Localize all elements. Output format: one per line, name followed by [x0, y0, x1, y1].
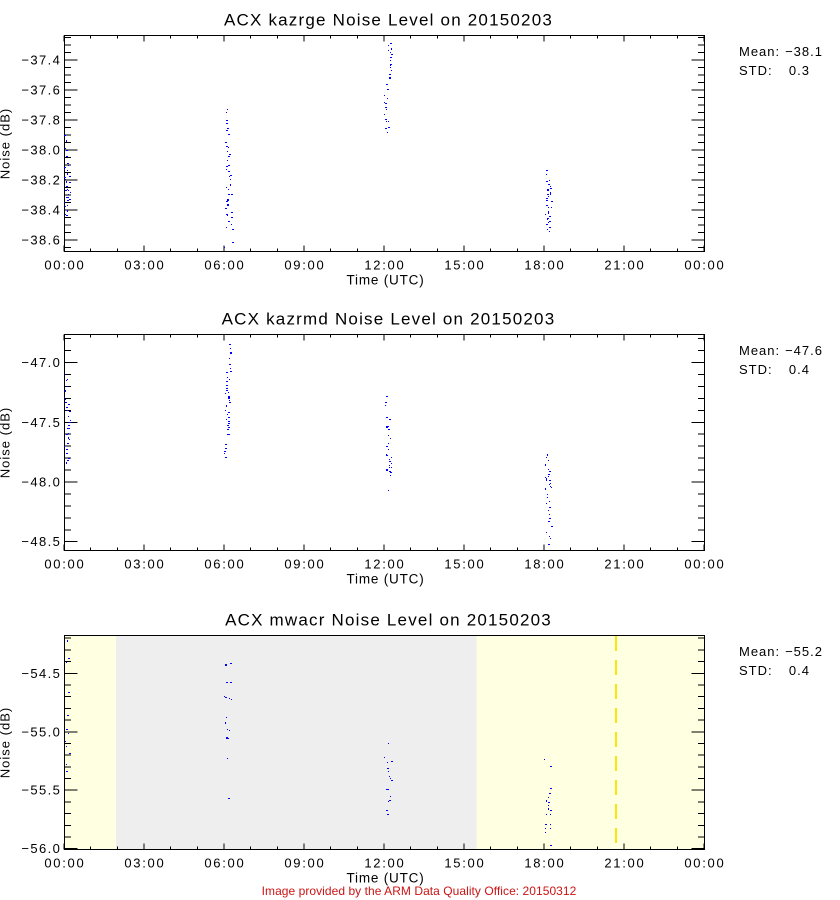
svg-text:12:00: 12:00	[364, 557, 405, 572]
svg-text:−47.0: −47.0	[21, 355, 61, 370]
svg-text:00:00: 00:00	[684, 856, 725, 871]
svg-text:21:00: 21:00	[604, 557, 645, 572]
svg-text:09:00: 09:00	[284, 856, 325, 871]
svg-text:Noise (dB): Noise (dB)	[0, 407, 13, 478]
svg-text:−38.6: −38.6	[21, 232, 61, 247]
svg-text:0.3: 0.3	[789, 63, 810, 78]
svg-text:00:00: 00:00	[44, 856, 85, 871]
svg-text:21:00: 21:00	[604, 856, 645, 871]
svg-text:−55.0: −55.0	[21, 724, 61, 739]
svg-text:06:00: 06:00	[204, 258, 245, 273]
svg-text:00:00: 00:00	[44, 557, 85, 572]
svg-text:06:00: 06:00	[204, 557, 245, 572]
svg-text:STD:: STD:	[739, 663, 773, 678]
svg-text:−38.0: −38.0	[21, 143, 61, 158]
svg-text:00:00: 00:00	[44, 258, 85, 273]
svg-text:−38.2: −38.2	[21, 173, 61, 188]
svg-text:18:00: 18:00	[524, 856, 565, 871]
svg-text:−38.4: −38.4	[21, 203, 61, 218]
svg-text:STD:: STD:	[739, 63, 773, 78]
svg-text:ACX mwacr Noise Level on 20150: ACX mwacr Noise Level on 20150203	[225, 611, 552, 630]
svg-text:06:00: 06:00	[204, 856, 245, 871]
svg-text:09:00: 09:00	[284, 557, 325, 572]
svg-text:Time (UTC): Time (UTC)	[347, 273, 425, 288]
svg-text:15:00: 15:00	[444, 258, 485, 273]
svg-text:15:00: 15:00	[444, 557, 485, 572]
svg-text:Noise (dB): Noise (dB)	[0, 707, 13, 778]
svg-text:STD:: STD:	[739, 362, 773, 377]
svg-text:−47.6: −47.6	[785, 343, 823, 358]
svg-text:−38.1: −38.1	[785, 44, 823, 59]
svg-text:18:00: 18:00	[524, 557, 565, 572]
svg-text:09:00: 09:00	[284, 258, 325, 273]
svg-text:00:00: 00:00	[684, 258, 725, 273]
svg-text:0.4: 0.4	[789, 362, 810, 377]
svg-text:Image provided by the ARM Data: Image provided by the ARM Data Quality O…	[262, 884, 577, 898]
svg-text:03:00: 03:00	[124, 258, 165, 273]
svg-text:03:00: 03:00	[124, 557, 165, 572]
svg-text:−37.6: −37.6	[21, 83, 61, 98]
svg-text:ACX kazrge Noise Level on 2015: ACX kazrge Noise Level on 20150203	[224, 11, 553, 30]
svg-text:−47.5: −47.5	[21, 415, 61, 430]
svg-text:Mean:: Mean:	[739, 343, 780, 358]
svg-text:−37.4: −37.4	[21, 53, 61, 68]
svg-text:−48.5: −48.5	[21, 534, 61, 549]
svg-text:−55.2: −55.2	[785, 644, 823, 659]
svg-text:−37.8: −37.8	[21, 113, 61, 128]
svg-text:Time (UTC): Time (UTC)	[347, 871, 425, 886]
svg-text:12:00: 12:00	[364, 258, 405, 273]
svg-text:12:00: 12:00	[364, 856, 405, 871]
svg-text:Noise (dB): Noise (dB)	[0, 108, 13, 179]
svg-text:00:00: 00:00	[684, 557, 725, 572]
svg-text:−48.0: −48.0	[21, 475, 61, 490]
svg-text:21:00: 21:00	[604, 258, 645, 273]
svg-text:−56.0: −56.0	[21, 841, 61, 856]
svg-text:0.4: 0.4	[789, 663, 810, 678]
svg-text:−55.5: −55.5	[21, 783, 61, 798]
svg-text:03:00: 03:00	[124, 856, 165, 871]
svg-text:−54.5: −54.5	[21, 666, 61, 681]
svg-text:Mean:: Mean:	[739, 644, 780, 659]
svg-text:ACX kazrmd Noise Level on 2015: ACX kazrmd Noise Level on 20150203	[222, 310, 556, 329]
svg-text:Mean:: Mean:	[739, 44, 780, 59]
svg-text:18:00: 18:00	[524, 258, 565, 273]
svg-text:Time (UTC): Time (UTC)	[347, 572, 425, 587]
svg-text:15:00: 15:00	[444, 856, 485, 871]
